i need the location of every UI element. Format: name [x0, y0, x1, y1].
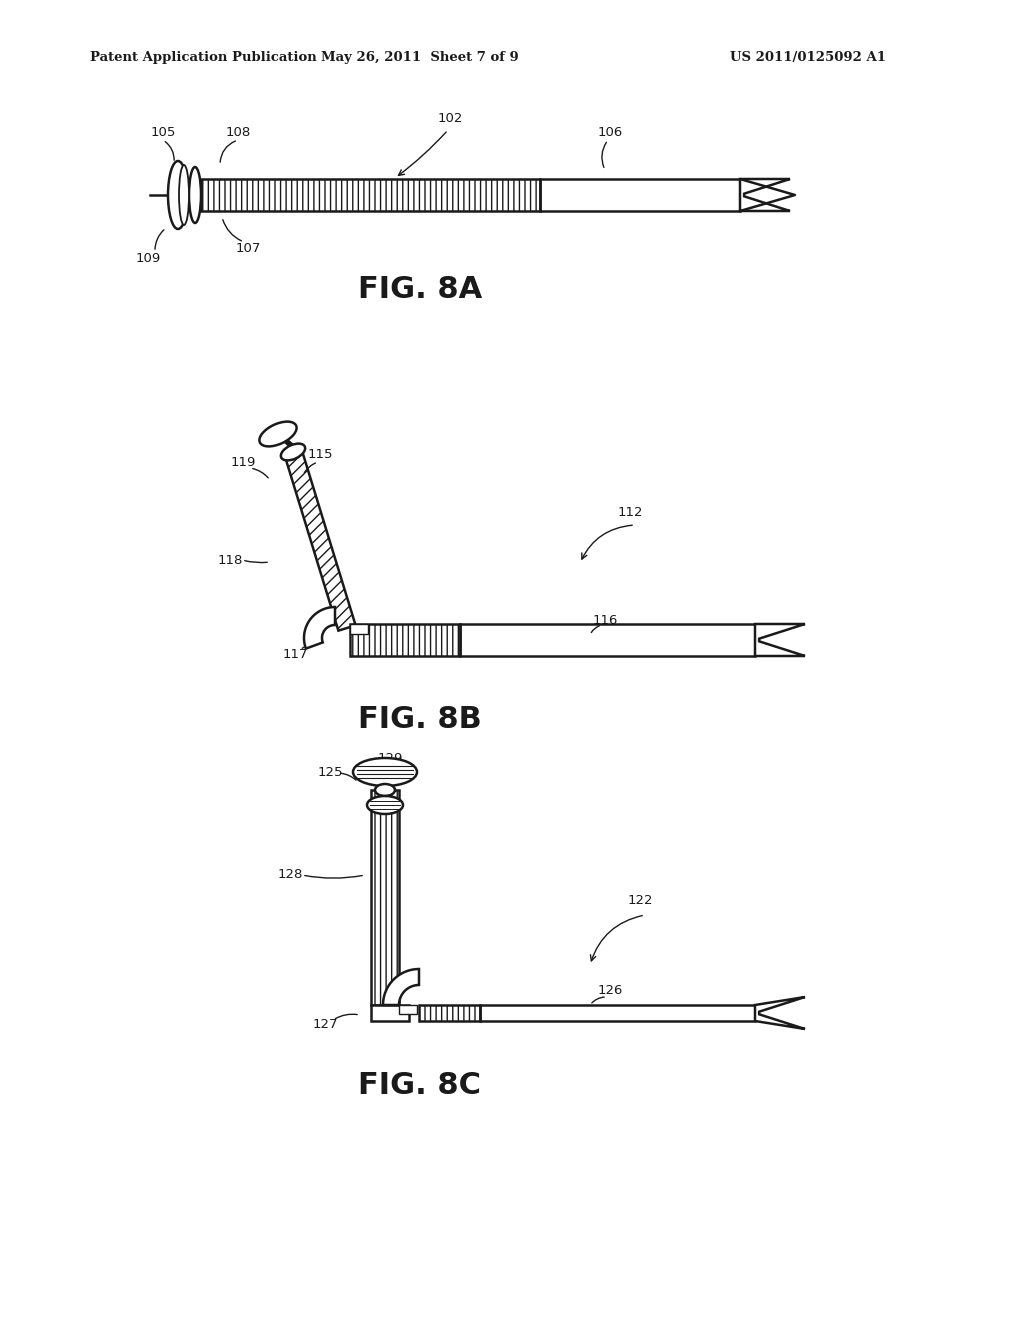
Bar: [480, 1005, 755, 1020]
Bar: [350, 624, 460, 656]
Ellipse shape: [353, 758, 417, 785]
Polygon shape: [285, 449, 355, 631]
Text: 115: 115: [307, 449, 333, 462]
Polygon shape: [755, 997, 805, 1030]
Polygon shape: [740, 180, 790, 211]
Bar: [419, 1005, 480, 1020]
Text: 129: 129: [377, 751, 402, 764]
Text: 116: 116: [592, 614, 617, 627]
Bar: [371, 789, 399, 1005]
Text: 119: 119: [230, 455, 256, 469]
Polygon shape: [755, 624, 805, 656]
Ellipse shape: [367, 796, 403, 814]
Text: 125: 125: [317, 767, 343, 780]
Ellipse shape: [179, 165, 189, 224]
Text: 112: 112: [617, 506, 643, 519]
Text: 118: 118: [217, 553, 243, 566]
Bar: [201, 180, 540, 211]
Text: 128: 128: [278, 869, 303, 882]
Bar: [201, 180, 540, 211]
Text: 126: 126: [597, 983, 623, 997]
Ellipse shape: [281, 444, 305, 461]
Polygon shape: [383, 969, 419, 1005]
Text: 106: 106: [597, 127, 623, 140]
Text: 122: 122: [628, 894, 652, 907]
Ellipse shape: [168, 161, 188, 228]
Bar: [371, 789, 399, 1005]
Text: 105: 105: [151, 127, 176, 140]
Bar: [399, 1005, 417, 1014]
Bar: [419, 1005, 480, 1020]
Bar: [460, 624, 755, 656]
Text: 102: 102: [437, 111, 463, 124]
Ellipse shape: [189, 168, 201, 223]
Text: 108: 108: [225, 127, 251, 140]
Bar: [371, 1005, 409, 1020]
Text: 117: 117: [283, 648, 308, 661]
Text: Patent Application Publication: Patent Application Publication: [90, 51, 316, 65]
Text: FIG. 8B: FIG. 8B: [358, 705, 482, 734]
Ellipse shape: [259, 421, 297, 446]
Text: May 26, 2011  Sheet 7 of 9: May 26, 2011 Sheet 7 of 9: [322, 51, 519, 65]
Polygon shape: [304, 607, 335, 648]
Text: 109: 109: [135, 252, 161, 264]
Text: 127: 127: [312, 1019, 338, 1031]
Text: FIG. 8A: FIG. 8A: [357, 276, 482, 305]
Text: US 2011/0125092 A1: US 2011/0125092 A1: [730, 51, 886, 65]
Text: FIG. 8C: FIG. 8C: [358, 1071, 481, 1100]
Bar: [540, 180, 740, 211]
Bar: [350, 624, 460, 656]
Ellipse shape: [375, 784, 395, 796]
Text: 107: 107: [236, 242, 261, 255]
Bar: [350, 624, 368, 634]
